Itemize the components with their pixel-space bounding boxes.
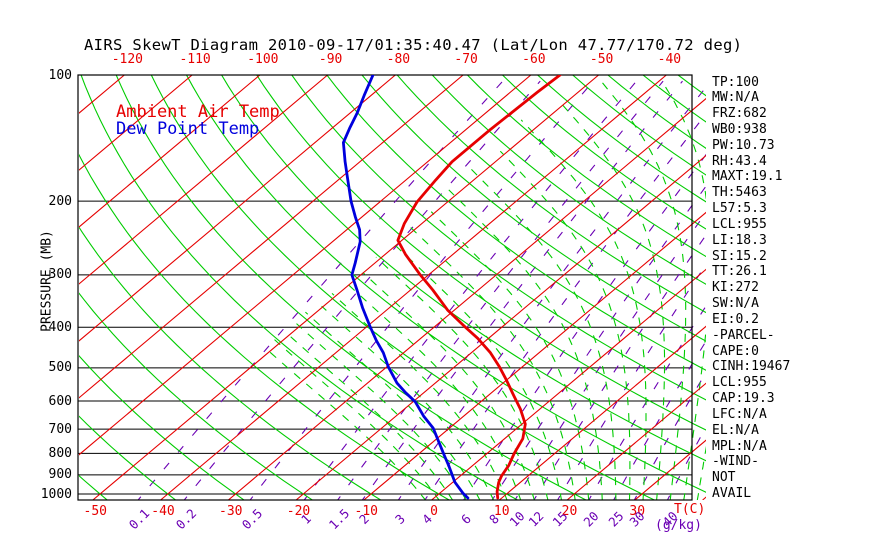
legend-dew-point-temp: Dew Point Temp (116, 119, 260, 139)
bottom-temp-label: -20 (286, 504, 311, 519)
bottom-temp-label: 10 (493, 504, 510, 519)
stat-si-15-2: SI:15.2 (712, 248, 767, 264)
stat-maxt-19-1: MAXT:19.1 (712, 169, 783, 185)
pressure-label: 200 (48, 193, 72, 209)
top-temp-label: -70 (454, 52, 478, 67)
dewpoint-curve (341, 75, 470, 500)
stat-parcel: -PARCEL- (712, 327, 775, 343)
stat-tt-26-1: TT:26.1 (712, 264, 767, 280)
stat-ki-272: KI:272 (712, 280, 759, 296)
top-temp-label: -60 (522, 52, 546, 67)
top-temp-label: -120 (111, 52, 144, 67)
stat-th-5463: TH:5463 (712, 185, 767, 201)
pressure-label: 100 (48, 67, 72, 83)
bottom-temp-label: -50 (83, 504, 107, 519)
stat-mw-n-a: MW:N/A (712, 90, 759, 106)
pressure-label: 700 (48, 421, 72, 437)
legend-ambient-air-temp: Ambient Air Temp (116, 102, 280, 122)
stat-pw-10-73: PW:10.73 (712, 137, 775, 153)
stat-sw-n-a: SW:N/A (712, 296, 759, 312)
temp-axis-title: T(C) (674, 502, 706, 517)
pressure-label: 500 (48, 360, 72, 376)
stat-l57-5-3: L57:5.3 (712, 201, 767, 217)
bottom-temp-label: -40 (151, 504, 175, 519)
stat-el-n-a: EL:N/A (712, 422, 759, 438)
top-temp-label: -40 (657, 52, 682, 67)
stat-tp-100: TP:100 (712, 74, 759, 90)
pressure-label: 800 (48, 445, 72, 461)
stat-ei-0-2: EI:0.2 (712, 311, 759, 327)
top-temp-label: -80 (386, 52, 411, 67)
bottom-temp-label: 20 (561, 504, 578, 519)
stat-lcl-955: LCL:955 (712, 375, 767, 391)
stat-wind: -WIND- (712, 454, 759, 470)
stat-cap-19-3: CAP:19.3 (712, 391, 775, 407)
mixing-axis-title: (g/kg) (655, 518, 702, 533)
temperature-curve (396, 75, 562, 500)
pressure-label: 400 (48, 319, 72, 335)
stat-li-18-3: LI:18.3 (712, 232, 767, 248)
pressure-label: 300 (48, 267, 72, 283)
pressure-label: 600 (48, 393, 72, 409)
bottom-temp-label: -10 (354, 504, 378, 519)
stat-wb0-938: WB0:938 (712, 121, 767, 137)
top-temp-label: -50 (589, 52, 614, 67)
top-temp-label: -90 (318, 52, 343, 67)
pressure-label: 1000 (40, 486, 72, 502)
stat-cinh-19467: CINH:19467 (712, 359, 791, 375)
stat-frz-682: FRZ:682 (712, 106, 767, 122)
stat-lfc-n-a: LFC:N/A (712, 406, 767, 422)
top-temp-label: -100 (247, 52, 279, 67)
stat-lcl-955: LCL:955 (712, 216, 767, 232)
stat-not: NOT (712, 470, 736, 486)
plot-frame (77, 74, 693, 501)
top-temp-label: -110 (179, 52, 211, 67)
mixing-ratio-lines (137, 80, 706, 500)
stat-mpl-n-a: MPL:N/A (712, 438, 767, 454)
pressure-label: 900 (48, 467, 72, 483)
stat-cape-0: CAPE:0 (712, 343, 759, 359)
bottom-temp-label: 0 (430, 504, 438, 519)
stat-avail: AVAIL (712, 486, 752, 502)
chart-title: AIRS SkewT Diagram 2010-09-17/01:35:40.4… (84, 36, 743, 54)
isotherms (79, 75, 706, 500)
bottom-temp-label: 30 (629, 504, 646, 519)
stat-rh-43-4: RH:43.4 (712, 153, 767, 169)
bottom-temp-label: -30 (219, 504, 243, 519)
